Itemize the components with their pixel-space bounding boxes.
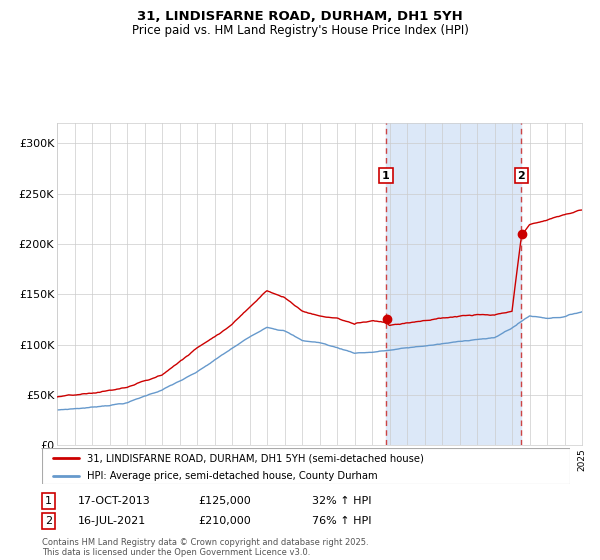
Text: 32% ↑ HPI: 32% ↑ HPI xyxy=(312,496,371,506)
Text: 31, LINDISFARNE ROAD, DURHAM, DH1 5YH (semi-detached house): 31, LINDISFARNE ROAD, DURHAM, DH1 5YH (s… xyxy=(87,453,424,463)
Text: 76% ↑ HPI: 76% ↑ HPI xyxy=(312,516,371,526)
Text: £210,000: £210,000 xyxy=(198,516,251,526)
Text: 31, LINDISFARNE ROAD, DURHAM, DH1 5YH: 31, LINDISFARNE ROAD, DURHAM, DH1 5YH xyxy=(137,10,463,22)
Text: £125,000: £125,000 xyxy=(198,496,251,506)
Text: 16-JUL-2021: 16-JUL-2021 xyxy=(78,516,146,526)
Text: 2: 2 xyxy=(518,171,526,180)
Text: 1: 1 xyxy=(382,171,390,180)
Bar xyxy=(386,123,521,445)
Text: 1: 1 xyxy=(45,496,52,506)
Text: Contains HM Land Registry data © Crown copyright and database right 2025.
This d: Contains HM Land Registry data © Crown c… xyxy=(42,538,368,557)
Text: 2: 2 xyxy=(45,516,52,526)
Text: Price paid vs. HM Land Registry's House Price Index (HPI): Price paid vs. HM Land Registry's House … xyxy=(131,24,469,36)
Text: 17-OCT-2013: 17-OCT-2013 xyxy=(78,496,151,506)
Text: HPI: Average price, semi-detached house, County Durham: HPI: Average price, semi-detached house,… xyxy=(87,470,377,480)
